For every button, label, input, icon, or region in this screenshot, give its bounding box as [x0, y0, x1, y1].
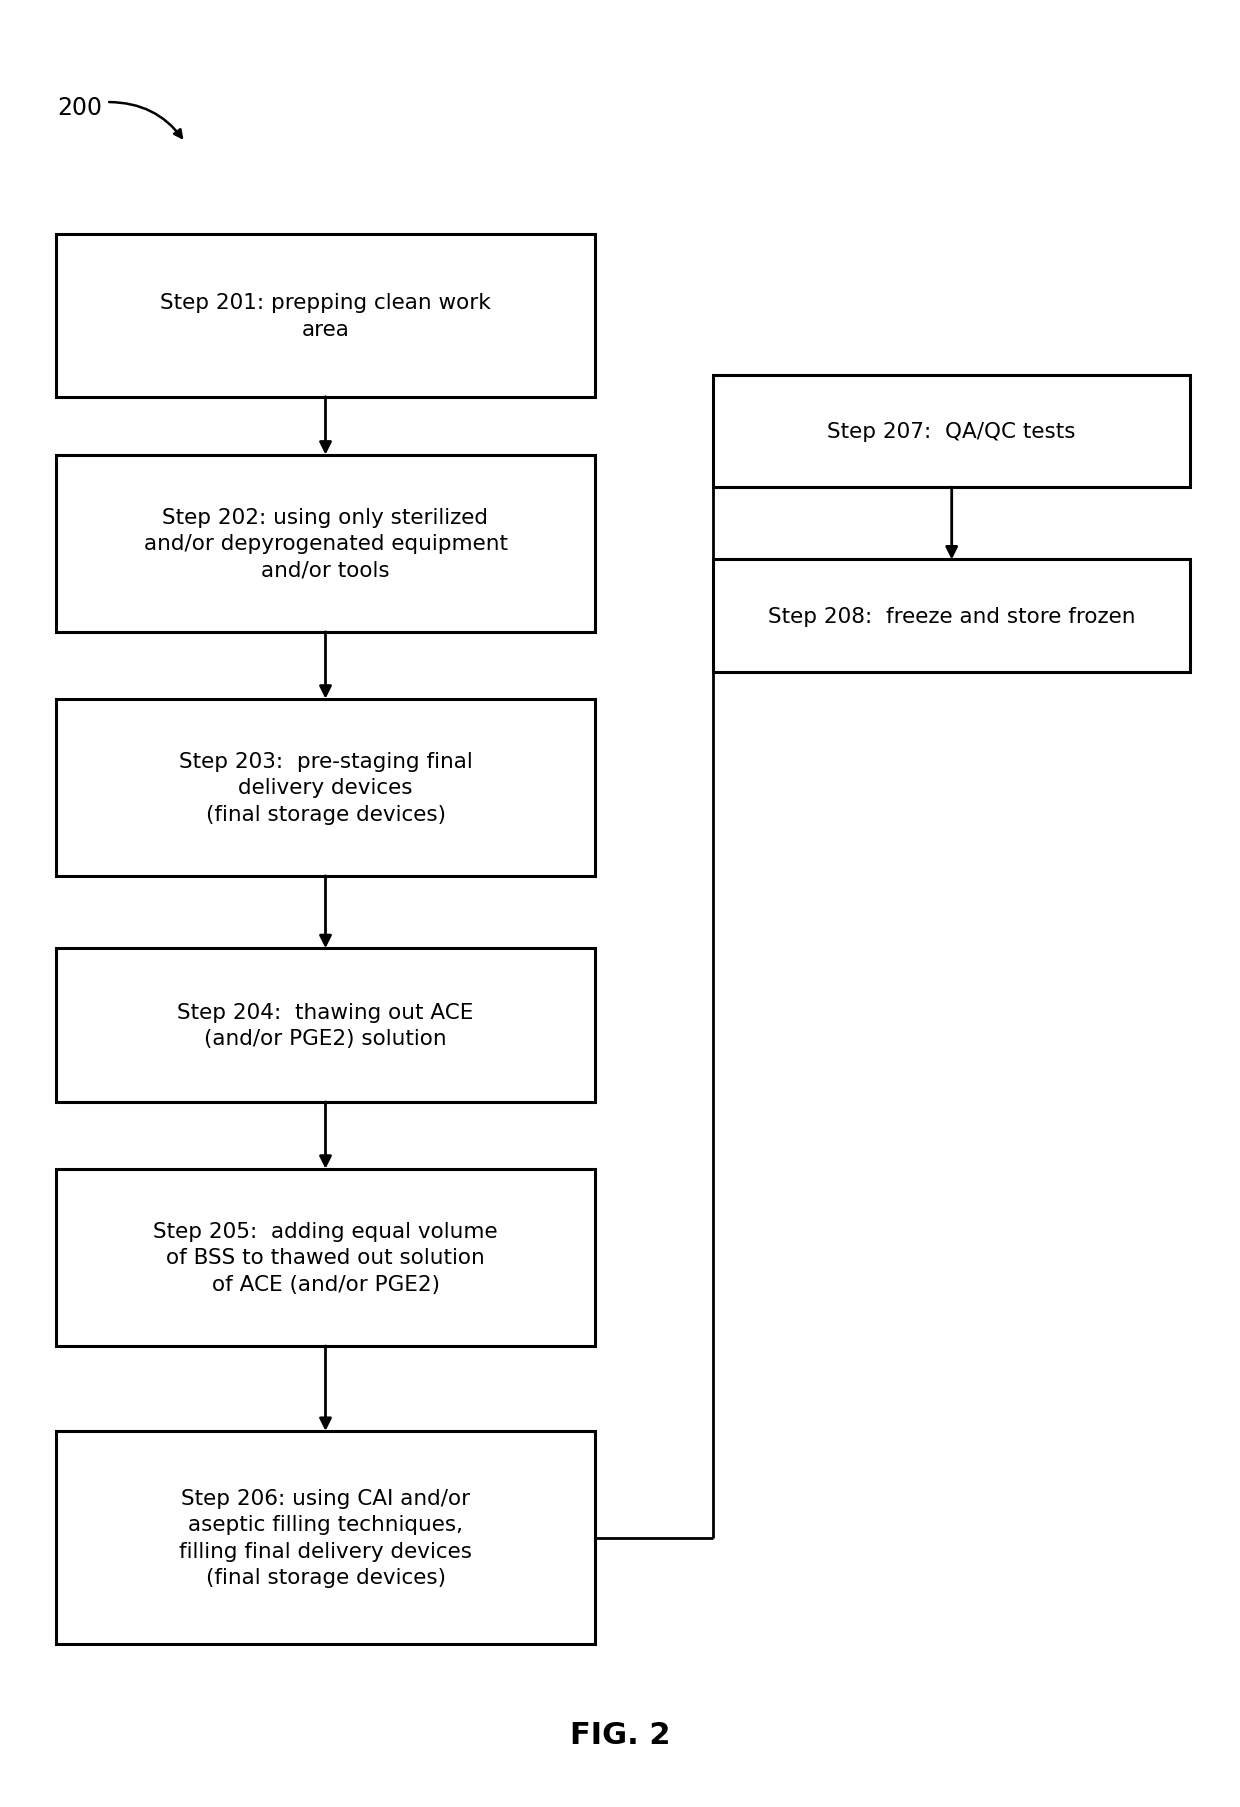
Text: Step 205:  adding equal volume
of BSS to thawed out solution
of ACE (and/or PGE2: Step 205: adding equal volume of BSS to … — [154, 1222, 497, 1294]
Text: Step 204:  thawing out ACE
(and/or PGE2) solution: Step 204: thawing out ACE (and/or PGE2) … — [177, 1003, 474, 1048]
FancyBboxPatch shape — [56, 699, 595, 876]
Text: Step 201: prepping clean work
area: Step 201: prepping clean work area — [160, 293, 491, 340]
FancyBboxPatch shape — [56, 949, 595, 1102]
FancyBboxPatch shape — [713, 376, 1190, 488]
Text: Step 206: using CAI and/or
aseptic filling techniques,
filling final delivery de: Step 206: using CAI and/or aseptic filli… — [179, 1489, 472, 1587]
FancyBboxPatch shape — [56, 455, 595, 632]
Text: Step 203:  pre-staging final
delivery devices
(final storage devices): Step 203: pre-staging final delivery dev… — [179, 752, 472, 824]
FancyBboxPatch shape — [56, 1431, 595, 1644]
Text: 200: 200 — [57, 96, 102, 121]
Text: Step 202: using only sterilized
and/or depyrogenated equipment
and/or tools: Step 202: using only sterilized and/or d… — [144, 508, 507, 580]
FancyBboxPatch shape — [56, 235, 595, 398]
Text: FIG. 2: FIG. 2 — [569, 1720, 671, 1749]
FancyBboxPatch shape — [56, 1169, 595, 1346]
FancyBboxPatch shape — [713, 560, 1190, 672]
Text: Step 208:  freeze and store frozen: Step 208: freeze and store frozen — [768, 605, 1136, 627]
Text: Step 207:  QA/QC tests: Step 207: QA/QC tests — [827, 421, 1076, 443]
